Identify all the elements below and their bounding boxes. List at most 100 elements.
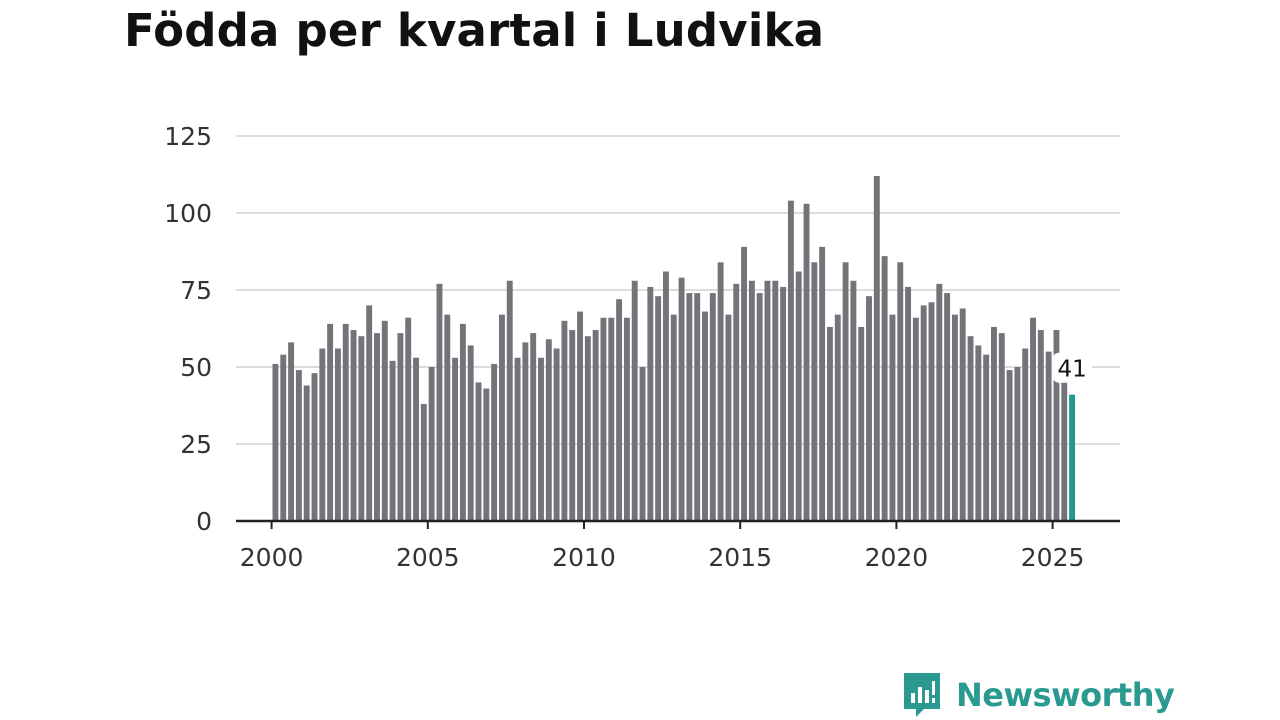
bar [295, 370, 302, 521]
bar [811, 262, 818, 521]
bar [944, 293, 951, 521]
bar [483, 388, 490, 521]
bar [538, 357, 544, 521]
bar [334, 348, 341, 521]
bar [608, 317, 615, 521]
x-tick-label: 2025 [1021, 543, 1085, 572]
x-tick-label: 2005 [396, 543, 460, 572]
x-tick-label: 2000 [240, 543, 304, 572]
bar [475, 382, 482, 521]
bar [827, 326, 833, 521]
bar [1030, 317, 1036, 521]
bar [717, 262, 724, 521]
bar [592, 330, 599, 521]
bar [1037, 330, 1044, 521]
x-tick-label: 2015 [708, 543, 772, 572]
bar [397, 333, 404, 521]
bar [1045, 351, 1052, 521]
bar [545, 339, 552, 521]
annotation-background [1052, 352, 1093, 383]
bar [327, 323, 334, 521]
bar [436, 283, 443, 521]
bar [850, 280, 857, 521]
bar [381, 320, 388, 521]
bar [733, 283, 740, 521]
bar [764, 280, 771, 521]
bar [342, 323, 349, 521]
y-tick-label: 0 [196, 507, 212, 536]
bar [514, 357, 521, 521]
y-axis-ticks: 0 25 50 75 100 125 [164, 122, 212, 536]
bar [725, 314, 732, 521]
bar [858, 326, 865, 521]
bar [1053, 330, 1060, 521]
bar [303, 385, 310, 521]
bar [428, 367, 435, 521]
bars [272, 176, 1076, 522]
bar [780, 286, 787, 521]
bar [366, 305, 373, 521]
bar [569, 330, 576, 521]
bar [920, 305, 927, 521]
bar [678, 277, 685, 521]
y-tick-label: 75 [180, 276, 212, 305]
bar [319, 348, 326, 521]
y-tick-label: 25 [180, 430, 212, 459]
bar [374, 333, 380, 521]
bar [702, 311, 708, 521]
bar [803, 203, 810, 521]
bar [866, 296, 872, 521]
bar [522, 342, 529, 521]
bar [350, 330, 357, 521]
x-axis-ticks: 2000 2005 2010 2015 2020 2025 [240, 521, 1085, 572]
bar [881, 256, 888, 521]
bar [897, 262, 904, 521]
bar [280, 354, 287, 521]
bar [616, 299, 623, 521]
bar [272, 363, 279, 521]
bar [639, 367, 646, 521]
bar [905, 286, 912, 521]
bar [498, 314, 505, 521]
bar [405, 317, 412, 521]
bar [842, 262, 849, 521]
annotation-label: 41 [1057, 357, 1086, 383]
bar [530, 333, 537, 521]
bar [709, 293, 716, 521]
bar [311, 373, 318, 521]
bar [951, 314, 958, 521]
bar [1061, 379, 1068, 521]
bar [670, 314, 677, 521]
bar [459, 323, 466, 521]
bar [413, 357, 419, 521]
bar [936, 283, 943, 521]
bar [1014, 367, 1021, 521]
bar [506, 280, 513, 521]
bar [795, 271, 802, 521]
bar [561, 320, 568, 521]
bar [491, 363, 498, 521]
bar [991, 326, 997, 521]
bar [663, 271, 669, 521]
bar [358, 336, 365, 521]
bar [787, 200, 794, 521]
bar [1022, 348, 1029, 521]
bar [959, 308, 966, 521]
brand-name: Newsworthy [956, 676, 1175, 714]
bar-highlighted [1069, 394, 1076, 521]
bar [928, 302, 935, 521]
x-tick-label: 2010 [552, 543, 616, 572]
bar [623, 317, 630, 521]
y-tick-label: 50 [180, 353, 212, 382]
x-tick-label: 2020 [865, 543, 929, 572]
bar [1006, 370, 1013, 521]
bar [772, 280, 779, 521]
bar [577, 311, 583, 521]
bar [420, 403, 427, 521]
y-tick-label: 125 [164, 122, 212, 151]
bar [694, 293, 701, 521]
bar [444, 314, 451, 521]
bar [584, 336, 591, 521]
bar [288, 342, 295, 521]
bar [686, 293, 693, 521]
